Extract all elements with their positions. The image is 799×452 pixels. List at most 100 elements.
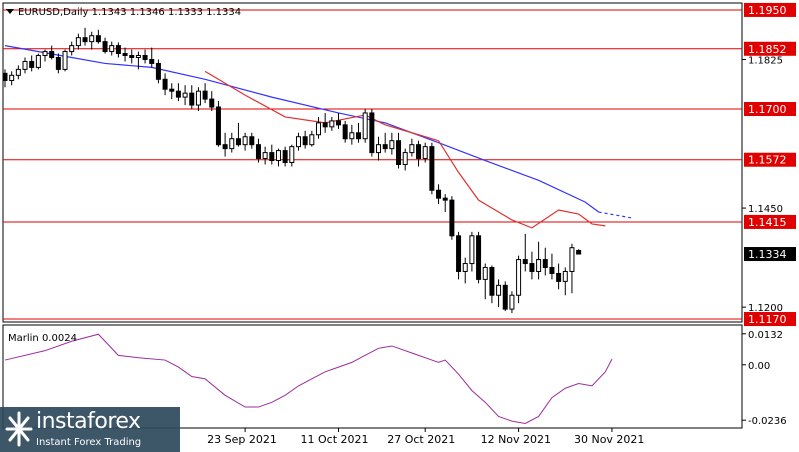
oscillator-line <box>4 333 613 424</box>
candle <box>549 253 555 280</box>
x-tick-label: 27 Oct 2021 <box>387 433 455 446</box>
candle-body-down <box>522 259 528 265</box>
current-price-label: 1.1334 <box>748 248 787 261</box>
candle <box>302 130 308 149</box>
candle-body-up <box>229 138 235 150</box>
candle <box>369 109 375 157</box>
dropdown-triangle-icon[interactable] <box>6 9 14 14</box>
candle <box>576 249 582 255</box>
candle-body-down <box>249 136 255 146</box>
candle-body-up <box>69 45 75 53</box>
candle-body-down <box>342 124 348 140</box>
candle-body-up <box>62 51 68 70</box>
candle <box>222 132 228 157</box>
candle <box>209 91 215 111</box>
candle-body-down <box>155 62 161 80</box>
candle <box>529 251 535 280</box>
oscillator-panel-frame <box>2 324 743 429</box>
candle-body-down <box>215 106 221 146</box>
candle-body-down <box>369 112 375 154</box>
candle-body-up <box>462 263 468 272</box>
candle <box>462 257 468 284</box>
candle-body-down <box>456 235 462 272</box>
candle <box>15 65 21 80</box>
candle <box>169 83 175 100</box>
candle-body-down <box>209 98 215 108</box>
candle <box>449 196 455 240</box>
candle <box>522 233 528 272</box>
instaforex-logo-icon <box>5 411 33 447</box>
price-panel-frame <box>2 2 743 323</box>
candle-body-down <box>436 189 442 199</box>
candle <box>229 132 235 153</box>
watermark-tagline: Instant Forex Trading <box>36 437 142 448</box>
candle <box>95 29 101 44</box>
candle <box>556 263 562 290</box>
candle-body-up <box>135 55 141 58</box>
candle <box>349 124 355 145</box>
candle-body-up <box>389 140 395 150</box>
y-tick-label: 1.1200 <box>748 303 783 314</box>
candle-body-up <box>35 55 41 68</box>
candle-body-down <box>142 55 148 60</box>
candle-body-down <box>442 197 448 201</box>
candle <box>129 49 135 64</box>
watermark: instaforex Instant Forex Trading <box>0 407 180 452</box>
candle-body-up <box>289 146 295 163</box>
candle <box>469 231 475 272</box>
candle-body-down <box>449 199 455 237</box>
candle-body-up <box>329 120 335 128</box>
candle-body-down <box>255 144 261 160</box>
x-tick-label: 12 Nov 2021 <box>481 433 551 446</box>
chart-header: EURUSD,Daily 1.1343 1.1346 1.1333 1.1334 <box>18 7 241 18</box>
candle-body-up <box>509 294 515 310</box>
candle <box>429 142 435 195</box>
candle <box>476 231 482 284</box>
candle <box>242 132 248 151</box>
candle <box>115 42 121 58</box>
candle <box>135 51 141 70</box>
current-price-box <box>744 247 796 262</box>
candle-body-down <box>302 136 308 146</box>
candle <box>22 57 28 74</box>
candle <box>295 132 301 151</box>
candle-body-up <box>402 152 408 165</box>
candle <box>155 59 161 84</box>
candle <box>376 136 382 161</box>
candle <box>569 243 575 294</box>
candle <box>436 184 442 205</box>
candle <box>122 47 128 62</box>
candle <box>409 138 415 157</box>
candle-body-down <box>556 272 562 282</box>
candle-body-down <box>49 51 55 58</box>
candle-body-down <box>322 122 328 128</box>
candle-body-down <box>542 259 548 269</box>
candle <box>489 265 495 304</box>
candle-body-down <box>129 55 135 58</box>
candle <box>75 33 81 50</box>
candle-body-up <box>422 146 428 160</box>
candle-body-down <box>162 78 168 90</box>
candle-body-up <box>469 235 475 265</box>
candle <box>215 101 221 147</box>
candle <box>516 255 522 304</box>
oscillator-axis: 0.0132 0.00 -0.0236 <box>742 330 787 427</box>
candle <box>89 31 95 50</box>
candle-body-up <box>409 144 415 154</box>
candle-body-down <box>529 263 535 272</box>
candle-body-down <box>336 120 341 126</box>
candle-body-down <box>396 140 402 165</box>
candle-body-down <box>476 235 482 280</box>
level-label: 1.1170 <box>748 313 787 326</box>
candle <box>29 55 35 72</box>
candle <box>102 37 108 54</box>
candle <box>322 112 328 133</box>
candle <box>162 73 168 96</box>
candle-body-down <box>235 138 241 146</box>
candle <box>282 146 288 167</box>
candle <box>82 27 88 46</box>
candle-body-down <box>549 267 555 274</box>
candle <box>249 132 255 149</box>
candle <box>416 140 422 167</box>
